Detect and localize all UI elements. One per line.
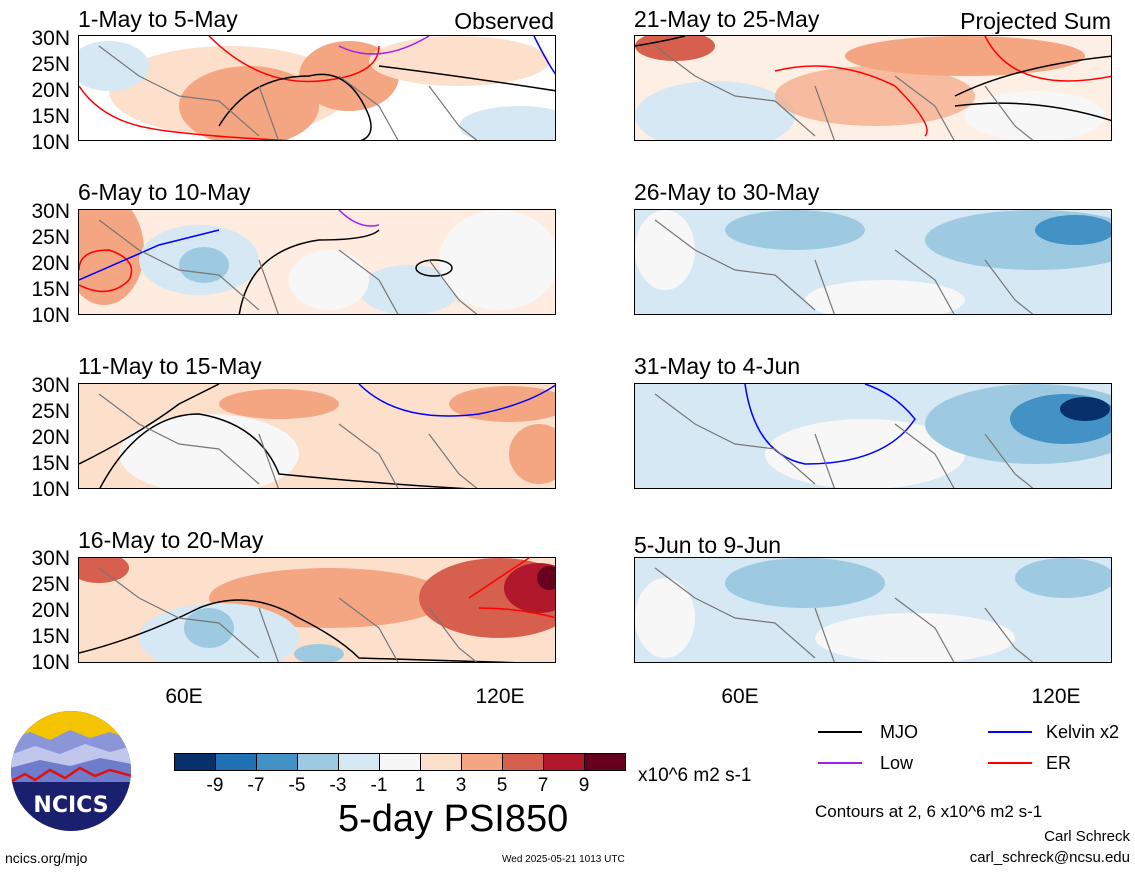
map-panel-1: [78, 35, 556, 141]
lat-label: 10N: [31, 304, 70, 327]
colorbar-tick-label: 9: [578, 775, 590, 796]
legend-line-er: [988, 762, 1032, 764]
panel-title-4: 16-May to 20-May: [78, 527, 264, 553]
author-email: carl_schreck@ncsu.edu: [969, 849, 1130, 866]
ncics-logo: NCICS: [10, 710, 132, 832]
colorbar-tick-label: 1: [414, 775, 426, 796]
map-panel-7: [634, 383, 1112, 489]
lat-label: 30N: [31, 27, 70, 50]
legend-label-kelvin: Kelvin x2: [1046, 722, 1120, 742]
colorbar-tick-label: -7: [247, 775, 265, 796]
panel-title-2: 6-May to 10-May: [78, 179, 251, 205]
map-panel-8: [634, 557, 1112, 663]
lon-label-60e-right: 60E: [721, 685, 759, 708]
author-name: Carl Schreck: [1044, 828, 1130, 845]
lat-label: 25N: [31, 400, 70, 423]
timestamp: Wed 2025-05-21 1013 UTC: [502, 854, 625, 865]
colorbar-tick-label: -1: [370, 775, 388, 796]
lat-label: 15N: [31, 278, 70, 301]
colorbar-swatch: [338, 753, 380, 771]
lat-label: 10N: [31, 651, 70, 674]
colorbar-tick-label: -3: [329, 775, 347, 796]
lat-label: 25N: [31, 226, 70, 249]
panel-title-6: 26-May to 30-May: [634, 179, 820, 205]
colorbar-swatch: [502, 753, 544, 771]
legend-label-er: ER: [1046, 753, 1072, 773]
legend-line-low: [818, 762, 862, 764]
lon-label-60e-left: 60E: [165, 685, 203, 708]
map-panel-3: [78, 383, 556, 489]
lat-label: 10N: [31, 131, 70, 154]
lat-label: 15N: [31, 452, 70, 475]
colorbar-swatch: [379, 753, 421, 771]
lat-label: 30N: [31, 374, 70, 397]
colorbar-swatch: [174, 753, 216, 771]
panel-title-3: 11-May to 15-May: [78, 353, 262, 379]
panel-title-7: 31-May to 4-Jun: [634, 353, 801, 379]
lat-label: 30N: [31, 547, 70, 570]
colorbar-swatch: [461, 753, 503, 771]
lat-label: 15N: [31, 625, 70, 648]
panel-tag-projected: Projected Sum: [960, 8, 1111, 34]
colorbar-swatch: [297, 753, 339, 771]
lon-label-120e-right: 120E: [1031, 685, 1081, 708]
colorbar-swatch: [215, 753, 257, 771]
lat-label: 30N: [31, 200, 70, 223]
map-panel-6: [634, 209, 1112, 315]
colorbar-tick-label: -5: [288, 775, 306, 796]
colorbar-tick-label: 3: [455, 775, 467, 796]
lat-label: 10N: [31, 478, 70, 501]
lat-label: 20N: [31, 426, 70, 449]
map-panel-4: [78, 557, 556, 663]
panel-tag-observed: Observed: [454, 8, 554, 34]
colorbar-swatch: [584, 753, 626, 771]
lat-label: 25N: [31, 573, 70, 596]
lon-label-120e-left: 120E: [475, 685, 525, 708]
legend-line-kelvin: [988, 731, 1032, 733]
legend-label-mjo: MJO: [880, 722, 918, 742]
logo-text: NCICS: [33, 793, 108, 818]
colorbar-swatch: [543, 753, 585, 771]
contours-note: Contours at 2, 6 x10^6 m2 s-1: [815, 802, 1043, 821]
colorbar-swatch: [256, 753, 298, 771]
colorbar-units: x10^6 m2 s-1: [638, 765, 752, 786]
colorbar-tick-label: 5: [496, 775, 508, 796]
lat-label: 20N: [31, 252, 70, 275]
main-title: 5-day PSI850: [338, 798, 569, 840]
panel-title-5: 21-May to 25-May: [634, 6, 820, 32]
colorbar-swatch: [420, 753, 462, 771]
lat-label: 15N: [31, 105, 70, 128]
site-url: ncics.org/mjo: [5, 850, 88, 866]
lat-label: 20N: [31, 79, 70, 102]
legend-line-mjo: [818, 731, 862, 733]
colorbar-tick-label: -9: [206, 775, 224, 796]
panel-title-8: 5-Jun to 9-Jun: [634, 532, 782, 558]
lat-label: 25N: [31, 53, 70, 76]
map-panel-5: [634, 35, 1112, 141]
map-panel-2: [78, 209, 556, 315]
legend-label-low: Low: [880, 753, 914, 773]
panel-title-1: 1-May to 5-May: [78, 6, 238, 32]
colorbar-tick-label: 7: [537, 775, 549, 796]
lat-label: 20N: [31, 599, 70, 622]
